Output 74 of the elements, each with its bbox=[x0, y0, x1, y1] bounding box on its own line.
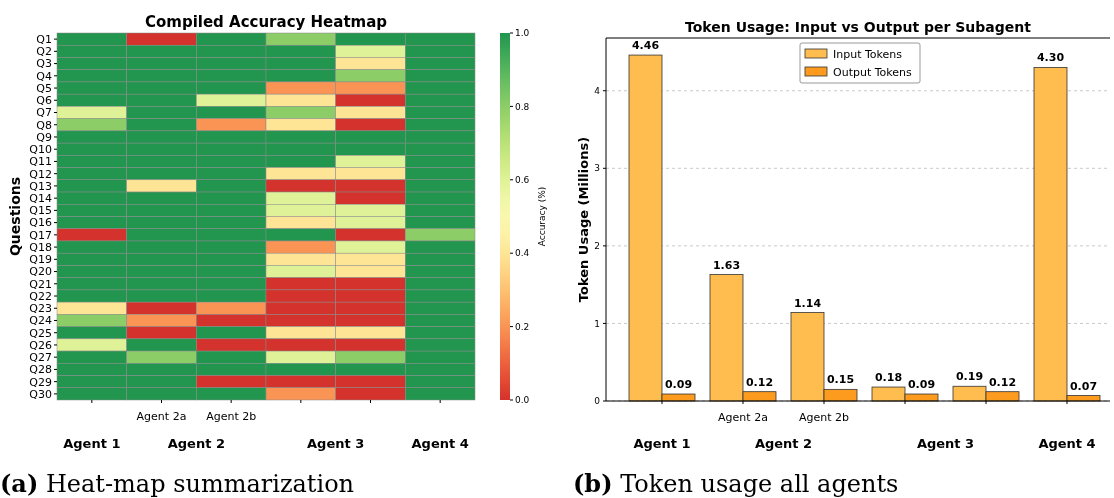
y-tick-label: Q30 bbox=[29, 387, 52, 401]
y-tick-label: Q16 bbox=[29, 216, 52, 230]
y-tick-label: Q10 bbox=[29, 143, 52, 157]
y-tick-label: Q24 bbox=[29, 314, 52, 328]
text: Agent 2 bbox=[754, 436, 813, 451]
y-tick-label: Q20 bbox=[29, 265, 52, 279]
data-label: 0.15 bbox=[826, 373, 855, 387]
y-tick-label: Q1 bbox=[36, 32, 52, 46]
data-label: 1.14 bbox=[793, 296, 822, 310]
data-label: 4.30 bbox=[1036, 51, 1065, 65]
y-tick-label: Q22 bbox=[29, 289, 52, 303]
color-bar-label: 0.8 bbox=[515, 101, 530, 112]
data-label: 0.09 bbox=[664, 378, 693, 392]
x-tick-label: Agent 2b bbox=[798, 411, 850, 424]
color-bar-label: 1.0 bbox=[515, 28, 530, 39]
text: Agent 1 bbox=[633, 436, 691, 451]
text: Agent 3 bbox=[307, 436, 365, 451]
data-label: 0.07 bbox=[1069, 379, 1098, 393]
data-label: 0.12 bbox=[988, 375, 1017, 389]
data-label: 0.12 bbox=[745, 375, 774, 389]
color-bar-title: Accuracy (%) bbox=[537, 186, 547, 247]
y-tick-label: Q8 bbox=[36, 118, 52, 132]
data-label: 0.18 bbox=[874, 371, 903, 385]
x-tick-label: Agent 2b bbox=[206, 410, 257, 423]
legend-label: Output Tokens bbox=[833, 65, 912, 79]
y-tick-label: Q23 bbox=[29, 302, 52, 316]
y-tick-label: Q13 bbox=[29, 179, 52, 193]
y-tick-label: 3 bbox=[594, 163, 600, 174]
y-tick-label: Q3 bbox=[36, 57, 52, 71]
y-tick-label: Q27 bbox=[29, 351, 52, 365]
y-tick-label: Q2 bbox=[36, 45, 52, 59]
y-tick-label: 4 bbox=[594, 85, 601, 96]
x-tick-label: Agent 2a bbox=[718, 411, 768, 424]
y-tick-label: Q7 bbox=[36, 106, 52, 120]
y-tick-label: Q5 bbox=[36, 81, 52, 95]
y-tick-label: Q29 bbox=[29, 375, 52, 389]
chart-title: Token Usage: Input vs Output per Subagent bbox=[685, 19, 1032, 35]
color-bar-label: 0.0 bbox=[515, 395, 530, 406]
y-tick-label: 1 bbox=[594, 318, 600, 329]
text: (b) Token usage all agents bbox=[573, 469, 899, 498]
text: Agent 4 bbox=[411, 436, 469, 451]
y-tick-label: Q25 bbox=[29, 326, 52, 340]
text: Agent 1 bbox=[63, 436, 121, 451]
y-tick-label: Q15 bbox=[29, 204, 52, 218]
y-tick-label: Q19 bbox=[29, 253, 52, 267]
color-bar-label: 0.2 bbox=[515, 321, 530, 332]
data-label: 0.09 bbox=[907, 378, 936, 392]
data-label: 0.19 bbox=[955, 370, 984, 384]
legend-label: Input Tokens bbox=[833, 47, 903, 61]
y-axis-title: Questions bbox=[7, 176, 23, 257]
x-tick-label: Agent 2a bbox=[136, 410, 187, 423]
y-tick-label: 0 bbox=[594, 396, 601, 407]
text: (a) Heat-map summarization bbox=[0, 469, 355, 498]
color-bar-label: 0.4 bbox=[515, 248, 530, 259]
color-bar-label: 0.6 bbox=[515, 174, 530, 185]
y-tick-label: Q18 bbox=[29, 240, 52, 254]
text: Agent 2 bbox=[167, 436, 225, 451]
y-tick-label: Q14 bbox=[29, 192, 52, 205]
y-tick-label: 2 bbox=[594, 241, 600, 252]
y-tick-label: Q6 bbox=[36, 94, 52, 108]
text: Agent 3 bbox=[916, 436, 975, 451]
y-tick-label: Q4 bbox=[36, 69, 52, 83]
y-tick-label: Q28 bbox=[29, 363, 52, 377]
chart-title: Compiled Accuracy Heatmap bbox=[144, 13, 388, 31]
y-tick-label: Q26 bbox=[29, 338, 52, 352]
data-label: 1.63 bbox=[712, 258, 741, 272]
text: Agent 4 bbox=[1038, 436, 1096, 451]
data-label: 4.46 bbox=[631, 39, 660, 53]
y-tick-label: Q9 bbox=[36, 130, 52, 144]
y-tick-label: Q21 bbox=[29, 277, 52, 291]
y-tick-label: Q17 bbox=[29, 228, 52, 242]
y-tick-label: Q12 bbox=[29, 167, 52, 181]
y-axis-title: Token Usage (Millions) bbox=[576, 136, 591, 303]
y-tick-label: Q11 bbox=[29, 155, 52, 169]
